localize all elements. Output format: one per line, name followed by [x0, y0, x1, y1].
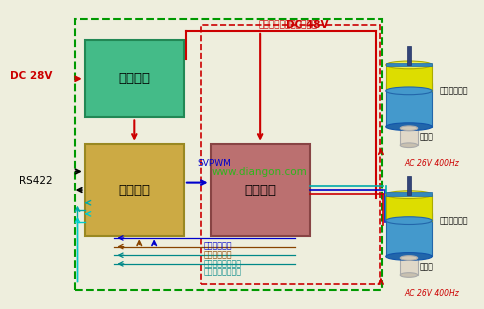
- Bar: [386, 83, 432, 127]
- Ellipse shape: [400, 273, 418, 277]
- Text: www.diangon.com: www.diangon.com: [211, 167, 307, 177]
- Text: 传感器: 传感器: [420, 132, 434, 141]
- Text: 控制模块: 控制模块: [118, 184, 151, 197]
- Bar: [408, 176, 410, 195]
- Ellipse shape: [386, 61, 432, 69]
- Text: 直流无刷电机驱动控制器: 直流无刷电机驱动控制器: [259, 20, 318, 29]
- Text: 电流采样反馈: 电流采样反馈: [203, 242, 232, 251]
- Text: 故障信息反馈: 故障信息反馈: [203, 250, 232, 259]
- Bar: [75, 19, 382, 290]
- Ellipse shape: [400, 126, 418, 130]
- Text: RS422: RS422: [19, 176, 53, 186]
- Text: DC 28V: DC 28V: [10, 71, 52, 81]
- Ellipse shape: [386, 87, 432, 95]
- Bar: [386, 62, 432, 66]
- Ellipse shape: [386, 123, 432, 130]
- Bar: [408, 46, 410, 65]
- Bar: [85, 40, 184, 117]
- Bar: [386, 65, 432, 91]
- Text: 直流无刷电机: 直流无刷电机: [439, 87, 468, 96]
- Ellipse shape: [400, 256, 418, 260]
- Bar: [386, 213, 432, 256]
- Text: AC 26V 400Hz: AC 26V 400Hz: [404, 289, 459, 298]
- Ellipse shape: [400, 143, 418, 148]
- Bar: [201, 25, 380, 284]
- Bar: [85, 144, 184, 236]
- Bar: [400, 258, 418, 275]
- Text: 俧仰位置和角速度: 俧仰位置和角速度: [203, 268, 242, 277]
- Ellipse shape: [386, 217, 432, 224]
- Text: 方位位置和角速度: 方位位置和角速度: [203, 259, 242, 268]
- Text: 直流无刷电机: 直流无刷电机: [439, 216, 468, 226]
- Text: AC 26V 400Hz: AC 26V 400Hz: [404, 159, 459, 168]
- Bar: [400, 128, 418, 145]
- Bar: [211, 144, 310, 236]
- Text: SVPWM: SVPWM: [197, 159, 231, 168]
- Ellipse shape: [386, 191, 432, 199]
- Text: 电源模块: 电源模块: [118, 72, 151, 85]
- Ellipse shape: [386, 253, 432, 260]
- Text: 驱动模块: 驱动模块: [244, 184, 276, 197]
- Bar: [386, 192, 432, 196]
- Text: DC 48V: DC 48V: [286, 20, 328, 30]
- Bar: [386, 195, 432, 221]
- Text: 传感器: 传感器: [420, 262, 434, 271]
